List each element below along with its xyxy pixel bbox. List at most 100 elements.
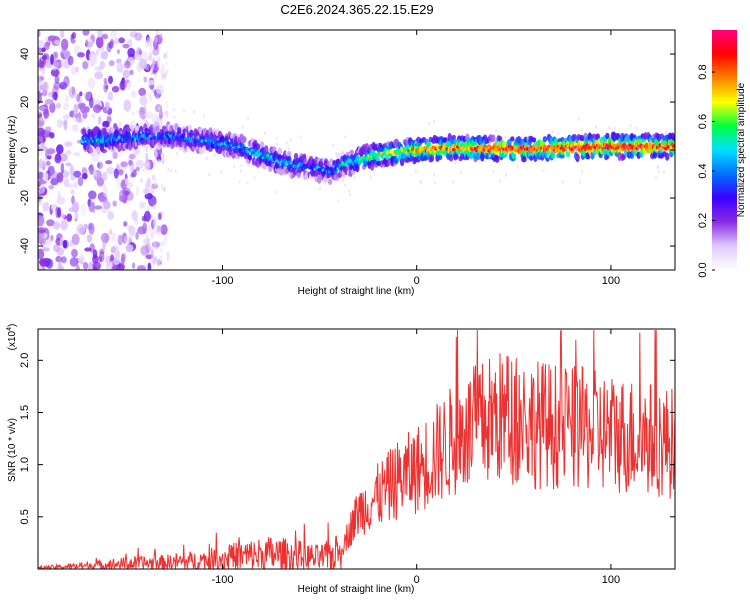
spectrogram-noise-cell: [38, 47, 43, 54]
spectrogram-ridge-cell: [480, 153, 485, 162]
spectrogram-noise-cell: [139, 178, 144, 184]
spectrogram-noise-cell: [116, 49, 120, 54]
spectrogram-faint-cell: [433, 120, 435, 124]
spectrogram-noise-cell: [76, 117, 83, 123]
spectrogram-noise-cell: [125, 244, 134, 253]
spectrogram-ridge-cell: [616, 133, 621, 140]
spectrogram-noise-cell: [47, 165, 55, 176]
spectrogram-noise-cell: [56, 172, 64, 183]
spectrogram-noise-cell: [135, 231, 139, 240]
spectrogram-faint-cell: [499, 179, 502, 183]
spectrogram-noise-cell: [148, 225, 152, 232]
spectrogram-noise-cell: [55, 206, 59, 219]
spectrogram-noise-cell: [77, 176, 84, 187]
spectrogram-noise-cell: [123, 221, 128, 227]
spectrogram-noise-cell: [165, 50, 169, 59]
spectrogram-noise-cell: [42, 89, 48, 97]
spectrogram-faint-cell: [638, 148, 641, 152]
spectrogram-noise-cell: [146, 238, 150, 245]
spectrogram-faint-cell: [382, 164, 385, 168]
spectrogram-noise-cell: [99, 60, 106, 70]
spectrogram-ridge-cell: [110, 127, 115, 133]
spectrogram-noise-cell: [118, 189, 128, 201]
spectrogram-faint-cell: [578, 181, 581, 184]
spectrogram-noise-cell: [46, 219, 55, 227]
spectrogram-faint-cell: [253, 176, 256, 180]
spectrogram-noise-cell: [77, 256, 86, 264]
spectrogram-noise-cell: [70, 189, 75, 195]
spectrogram-noise-cell: [84, 91, 92, 102]
spectrogram-noise-cell: [154, 73, 158, 78]
snr-plot: [38, 329, 675, 569]
y-tick-label: -40: [19, 238, 31, 254]
spectrogram-noise-cell: [143, 238, 147, 245]
spectrogram-noise-cell: [129, 69, 134, 75]
spectrogram-faint-cell: [454, 161, 457, 165]
spectrogram-ridge-cell: [208, 147, 213, 152]
spectrogram-faint-cell: [132, 120, 134, 124]
spectrogram-noise-cell: [73, 152, 81, 157]
spectrogram-faint-cell: [636, 126, 639, 130]
spectrogram-noise-cell: [165, 60, 169, 66]
spectrogram-noise-cell: [105, 101, 110, 110]
spectrogram-faint-cell: [353, 176, 356, 180]
spectrogram-noise-cell: [78, 102, 86, 108]
spectrogram-noise-cell: [118, 169, 124, 176]
spectrogram-noise-cell: [122, 187, 131, 196]
spectrogram-ridge-cell: [221, 143, 227, 152]
spectrogram-noise-cell: [46, 148, 56, 155]
spectrogram-noise-cell: [77, 52, 85, 58]
spectrogram-noise-cell: [71, 32, 77, 39]
spectrogram-noise-cell: [153, 204, 157, 210]
spectrogram-noise-cell: [38, 30, 41, 37]
colorbar-tick-label: 0.2: [697, 213, 709, 228]
spectrogram-noise-cell: [143, 202, 147, 207]
spectrogram-faint-cell: [136, 110, 139, 114]
spectrogram-faint-cell: [139, 130, 142, 134]
spectrogram-noise-cell: [73, 103, 78, 115]
spectrogram-noise-cell: [138, 87, 146, 97]
spectrogram-noise-cell: [147, 177, 150, 188]
spectrogram-faint-cell: [208, 173, 211, 176]
spectrogram-noise-cell: [72, 124, 79, 132]
spectrogram-noise-cell: [165, 100, 169, 109]
snr-series-line: [38, 329, 675, 569]
spectrogram-noise-cell: [65, 149, 72, 156]
spectrogram-faint-cell: [175, 152, 178, 155]
spectrogram-faint-cell: [344, 135, 347, 139]
spectrogram-ridge-cell: [370, 163, 375, 171]
spectrogram-noise-cell: [165, 110, 169, 118]
spectrogram-noise-cell: [71, 248, 78, 258]
spectrogram-noise-cell: [124, 178, 129, 185]
x-tick-label: 0: [414, 574, 420, 586]
spectrogram-noise-cell: [41, 242, 45, 248]
spectrogram-noise-cell: [111, 265, 119, 270]
spectrogram-noise-cell: [76, 93, 81, 102]
colorbar-tick-label: 0.8: [697, 64, 709, 79]
snr-x-label: Height of straight line (km): [298, 584, 415, 595]
spectrogram-faint-cell: [241, 125, 244, 129]
snr-y-label: SNR (10 * v/v): [7, 418, 18, 482]
x-tick-label: 100: [602, 574, 620, 586]
spectrogram-faint-cell: [119, 123, 122, 127]
spectrogram-noise-cell: [106, 166, 115, 175]
spectrogram-faint-cell: [526, 136, 529, 140]
spectrogram-noise-cell: [38, 127, 46, 137]
spectrogram-ridge-cell: [277, 147, 282, 156]
spectrogram-noise-cell: [38, 91, 43, 101]
spectrogram-faint-cell: [291, 172, 294, 176]
spectrogram-faint-cell: [167, 167, 170, 171]
spectrogram-ridge-cell: [201, 146, 206, 154]
spectrogram-faint-cell: [342, 177, 345, 181]
spectrogram-noise-cell: [122, 69, 130, 79]
spectrogram-noise-cell: [64, 50, 71, 60]
spectrogram-faint-cell: [106, 107, 109, 111]
spectrogram-faint-cell: [551, 130, 554, 134]
spectrogram-faint-cell: [637, 147, 640, 151]
spectrogram-noise-cell: [129, 31, 138, 38]
spectrogram-noise-cell: [144, 192, 153, 200]
spectrogram-noise-cell: [43, 108, 50, 119]
spectrogram-noise-cell: [94, 71, 103, 80]
spectrogram-noise-cell: [38, 171, 44, 180]
